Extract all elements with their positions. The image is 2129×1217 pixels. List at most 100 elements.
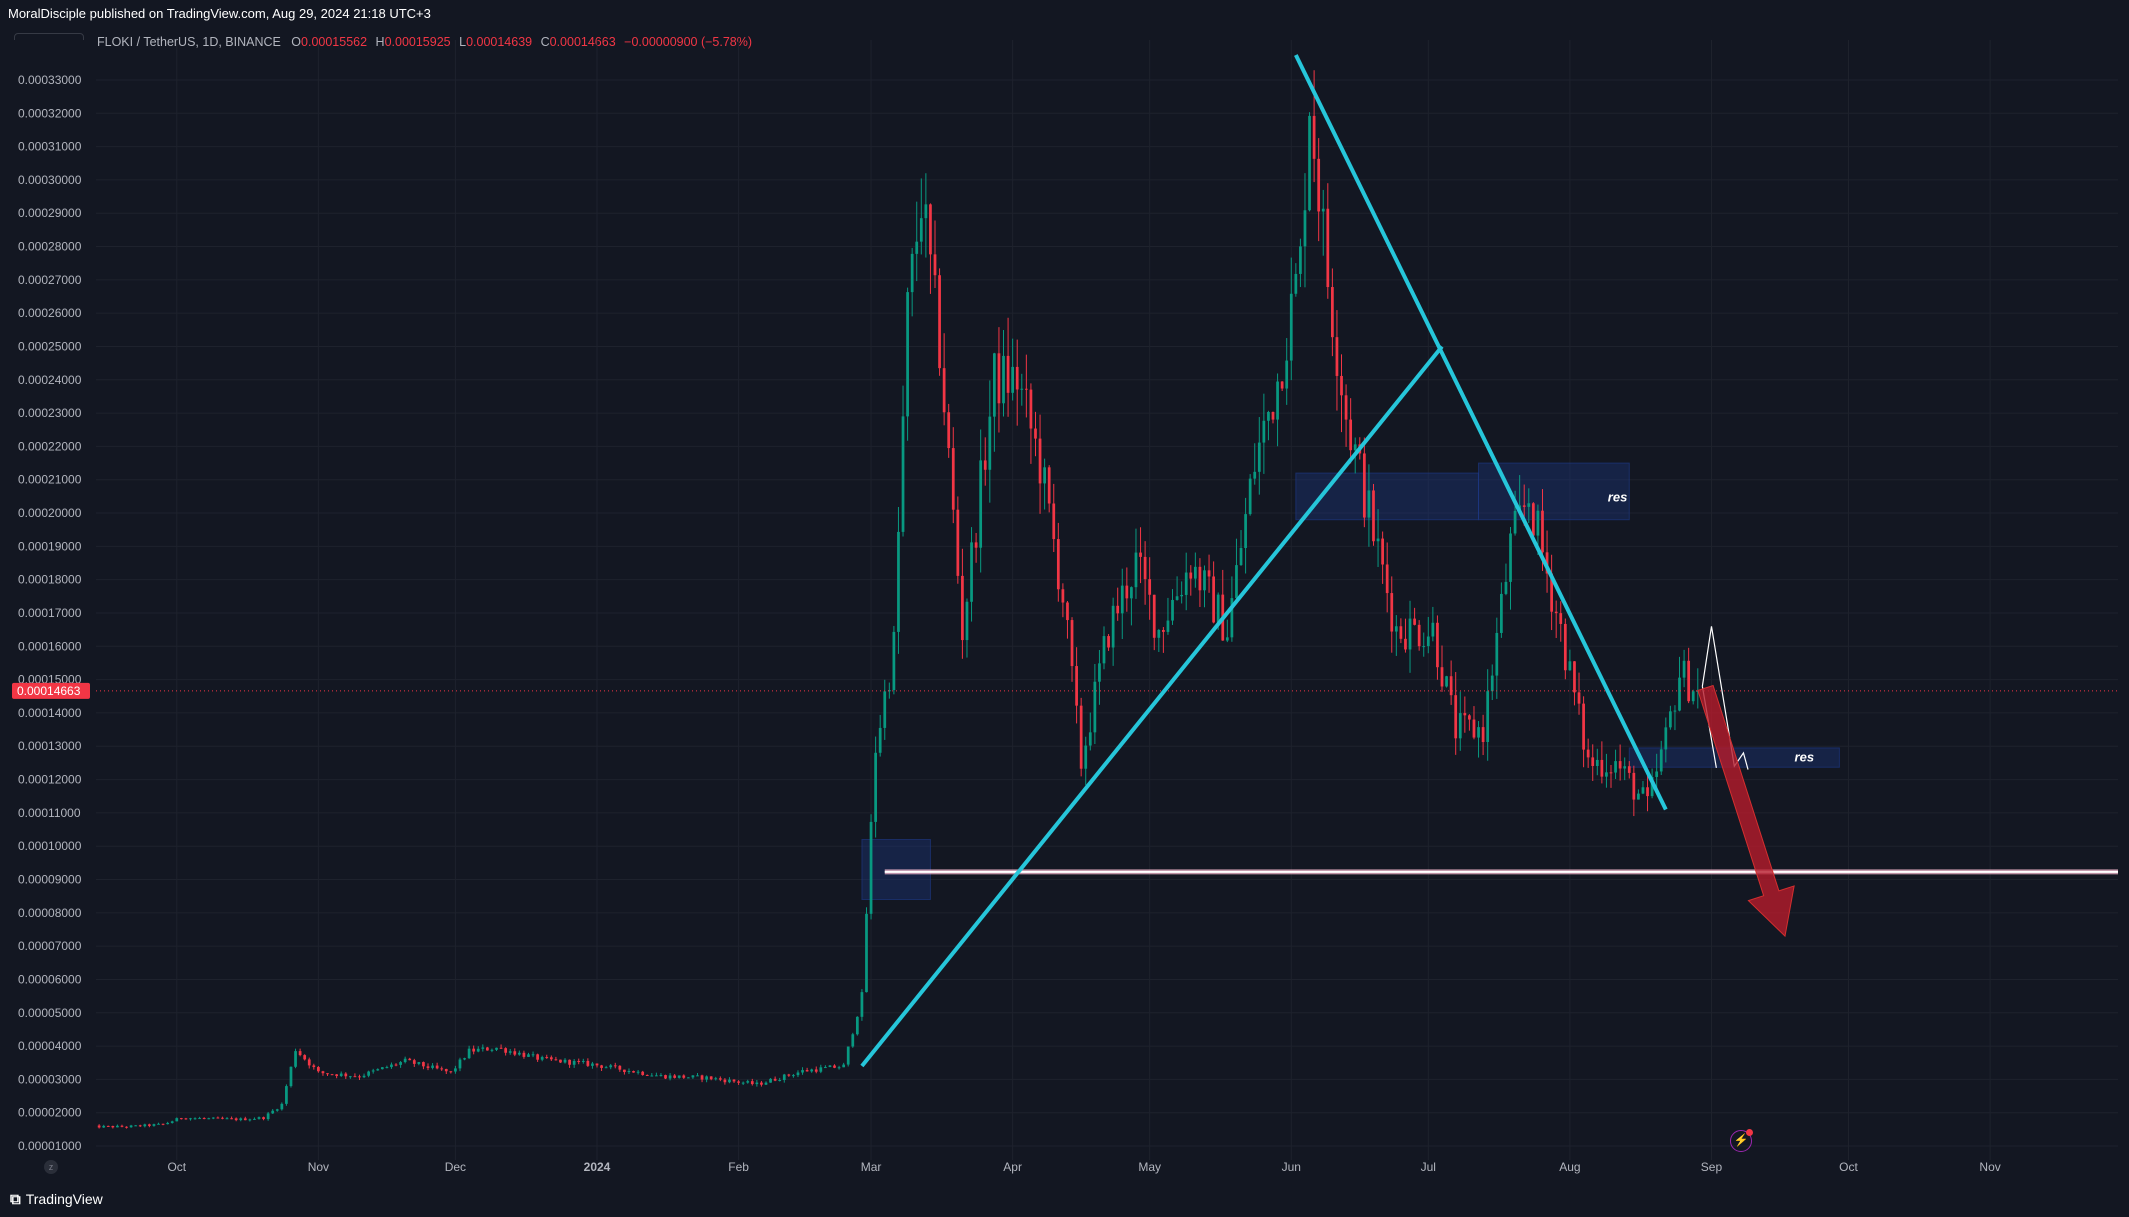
candle-body[interactable] — [536, 1054, 539, 1060]
candle-body[interactable] — [1669, 711, 1672, 728]
candle-body[interactable] — [403, 1058, 407, 1063]
candle-body[interactable] — [549, 1057, 553, 1060]
candle-body[interactable] — [143, 1124, 147, 1127]
candle-body[interactable] — [737, 1081, 740, 1083]
candle-body[interactable] — [1554, 611, 1558, 614]
candle-body[interactable] — [1267, 411, 1270, 421]
candle-body[interactable] — [1230, 598, 1234, 638]
candle-body[interactable] — [157, 1123, 160, 1125]
candle-body[interactable] — [1152, 594, 1156, 638]
candle-body[interactable] — [499, 1047, 503, 1049]
candle-body[interactable] — [1573, 661, 1576, 693]
candle-body[interactable] — [636, 1071, 640, 1073]
candle-body[interactable] — [1417, 624, 1421, 647]
candle-body[interactable] — [1216, 594, 1220, 623]
candle-body[interactable] — [193, 1118, 197, 1120]
candle-body[interactable] — [1454, 695, 1458, 739]
candle-body[interactable] — [1673, 710, 1677, 712]
candle-body[interactable] — [1504, 581, 1508, 594]
candle-body[interactable] — [1563, 623, 1567, 671]
candle-body[interactable] — [394, 1064, 398, 1066]
candle-body[interactable] — [1212, 576, 1215, 623]
candle-body[interactable] — [860, 992, 864, 1017]
candle-body[interactable] — [1189, 572, 1193, 579]
candle-body[interactable] — [673, 1075, 677, 1078]
candle-body[interactable] — [883, 691, 887, 728]
candle-body[interactable] — [1509, 533, 1512, 582]
candle-body[interactable] — [1235, 565, 1238, 599]
candle-body[interactable] — [979, 460, 983, 548]
candle-body[interactable] — [1180, 594, 1184, 597]
candle-body[interactable] — [961, 575, 964, 641]
candle-body[interactable] — [805, 1070, 809, 1072]
candle-body[interactable] — [1687, 660, 1691, 702]
candle-body[interactable] — [623, 1069, 626, 1073]
candle-body[interactable] — [1139, 552, 1142, 557]
candle-body[interactable] — [294, 1051, 297, 1067]
candle-body[interactable] — [1052, 503, 1056, 540]
candle-body[interactable] — [362, 1075, 366, 1078]
candle-body[interactable] — [604, 1067, 608, 1069]
candle-body[interactable] — [1591, 757, 1595, 767]
candle-body[interactable] — [426, 1066, 430, 1068]
candle-body[interactable] — [833, 1065, 836, 1068]
candle-body[interactable] — [855, 1016, 859, 1035]
candle-body[interactable] — [444, 1068, 448, 1072]
candle-body[interactable] — [956, 509, 960, 576]
candle-body[interactable] — [1321, 208, 1325, 212]
candle-body[interactable] — [1166, 620, 1170, 632]
candle-body[interactable] — [718, 1078, 722, 1080]
candle-body[interactable] — [476, 1048, 480, 1052]
candle-body[interactable] — [1093, 681, 1097, 733]
candle-body[interactable] — [152, 1124, 156, 1126]
candle-body[interactable] — [1111, 605, 1115, 648]
candle-body[interactable] — [1449, 676, 1453, 696]
candle-body[interactable] — [161, 1123, 165, 1125]
candle-body[interactable] — [1335, 337, 1339, 376]
candle-body[interactable] — [1029, 389, 1033, 429]
candle-body[interactable] — [1691, 691, 1695, 702]
candle-body[interactable] — [1225, 637, 1229, 641]
candle-body[interactable] — [312, 1065, 316, 1068]
candle-body[interactable] — [1495, 632, 1499, 676]
candle-body[interactable] — [317, 1067, 320, 1072]
candle-body[interactable] — [572, 1060, 576, 1065]
candle-body[interactable] — [422, 1062, 425, 1067]
candle-body[interactable] — [691, 1075, 695, 1078]
timezone-z-icon[interactable]: z — [44, 1160, 58, 1174]
candle-body[interactable] — [1431, 622, 1435, 637]
candle-body[interactable] — [1308, 115, 1311, 211]
candle-body[interactable] — [1637, 793, 1640, 800]
candle-body[interactable] — [467, 1048, 471, 1059]
candle-body[interactable] — [1312, 115, 1316, 159]
candle-body[interactable] — [750, 1081, 754, 1085]
candle-body[interactable] — [1262, 420, 1266, 443]
candle-body[interactable] — [1116, 605, 1120, 614]
candle-body[interactable] — [1641, 787, 1645, 794]
candle-body[interactable] — [1385, 564, 1389, 594]
candle-body[interactable] — [221, 1117, 224, 1119]
symbol-title[interactable]: FLOKI / TetherUS, 1D, BINANCE — [97, 35, 281, 49]
candle-body[interactable] — [1367, 490, 1371, 518]
candle-body[interactable] — [1034, 428, 1037, 439]
candle-body[interactable] — [390, 1064, 393, 1068]
candle-body[interactable] — [417, 1062, 421, 1064]
candle-body[interactable] — [266, 1113, 270, 1120]
candle-body[interactable] — [1559, 613, 1563, 624]
candle-body[interactable] — [1582, 703, 1585, 750]
candle-body[interactable] — [1477, 727, 1480, 738]
candle-body[interactable] — [1098, 663, 1101, 682]
candle-body[interactable] — [408, 1058, 412, 1061]
candle-body[interactable] — [513, 1051, 517, 1055]
candle-body[interactable] — [353, 1076, 357, 1078]
candle-body[interactable] — [463, 1058, 466, 1060]
candle-body[interactable] — [773, 1078, 777, 1081]
candle-body[interactable] — [504, 1048, 508, 1053]
candle-body[interactable] — [965, 601, 969, 641]
candle-body[interactable] — [189, 1118, 192, 1120]
candle-body[interactable] — [910, 253, 914, 293]
candle-body[interactable] — [472, 1048, 476, 1052]
time-axis[interactable]: Oct Nov Dec 2024 Feb Mar Apr May Jun Jul Aug Sep Oct… — [167, 1160, 2000, 1174]
candle-body[interactable] — [1541, 510, 1544, 553]
